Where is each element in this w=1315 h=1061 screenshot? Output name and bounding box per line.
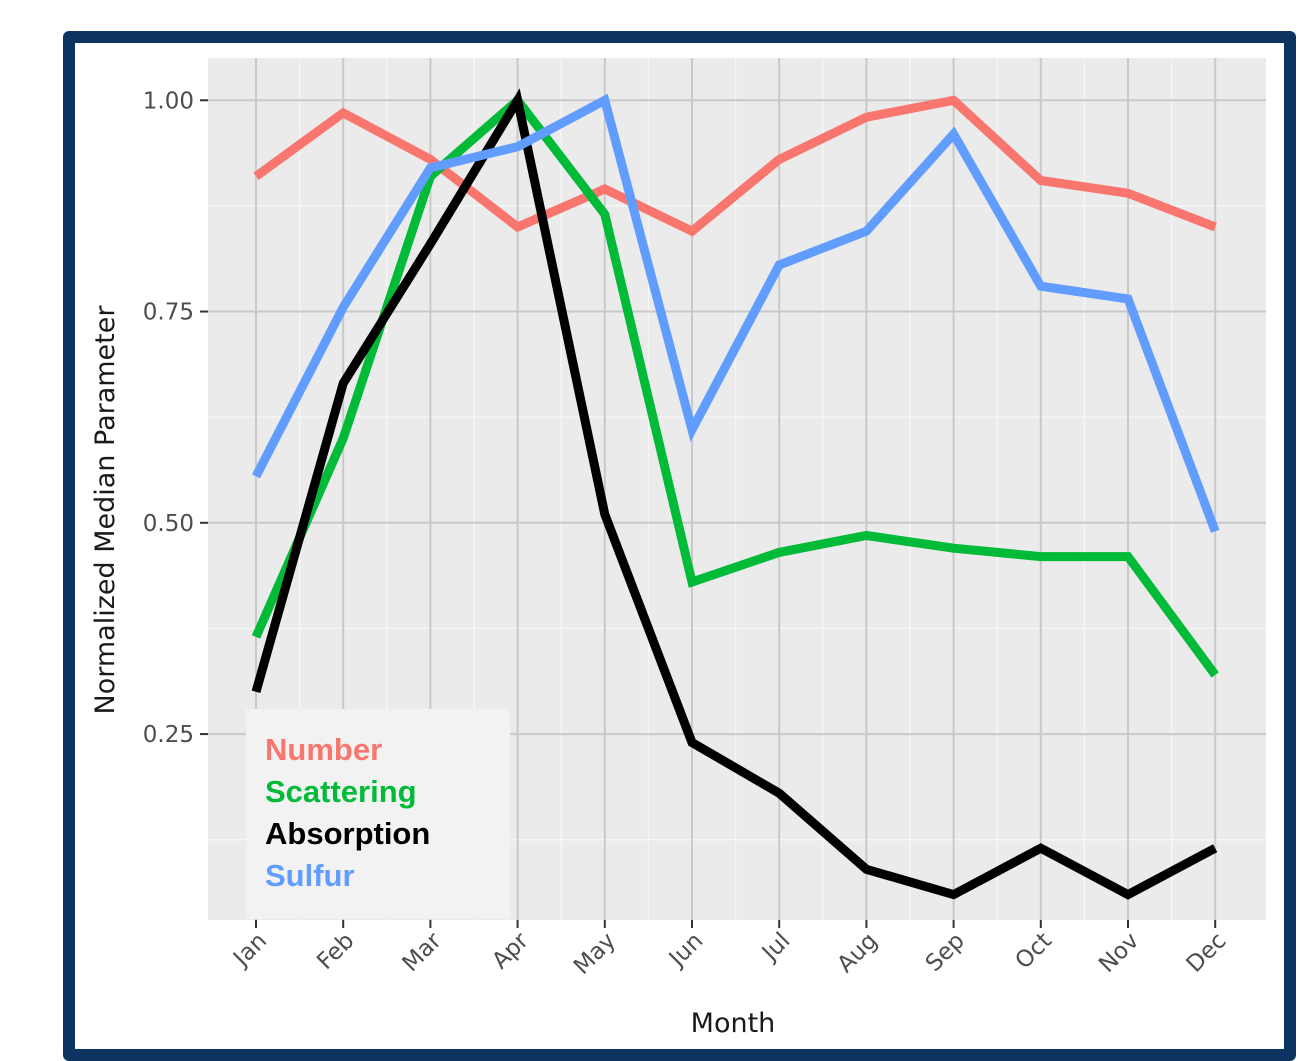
x-tick-label: Apr (487, 927, 534, 974)
legend: Number Scattering Absorption Sulfur (265, 732, 430, 893)
legend-item-absorption: Absorption (265, 816, 430, 851)
x-tick-label: Jun (663, 928, 708, 973)
x-tick-label: Dec (1182, 928, 1232, 978)
legend-item-sulfur: Sulfur (265, 858, 355, 893)
x-tick-label: Jul (756, 928, 795, 967)
y-axis: 0.25 0.50 0.75 1.00 (143, 88, 208, 748)
y-tick-label: 0.75 (143, 300, 194, 326)
series-line-number (253, 95, 1217, 237)
legend-item-scattering: Scattering (265, 774, 417, 809)
y-axis-title: Normalized Median Parameter (90, 305, 121, 715)
x-axis-title: Month (691, 1008, 776, 1039)
legend-item-number: Number (265, 732, 382, 767)
x-tick-label: Feb (312, 928, 359, 975)
y-tick-label: 0.50 (143, 511, 194, 537)
series-line-absorption (251, 88, 1218, 900)
x-tick-label: Nov (1094, 928, 1144, 978)
legend-box (246, 709, 510, 919)
series-line-sulfur (252, 93, 1220, 533)
x-tick-label: Jan (227, 928, 272, 973)
x-tick-label: Aug (832, 928, 882, 978)
x-tick-label: May (569, 928, 621, 980)
y-tick-label: 0.25 (143, 722, 194, 748)
y-tick-label: 1.00 (143, 88, 194, 114)
x-tick-label: Mar (398, 927, 447, 976)
x-tick-label: Sep (921, 928, 970, 977)
grid-lines (208, 58, 1266, 920)
series-line-scattering (251, 93, 1219, 678)
series-lines (251, 88, 1220, 900)
x-tick-label: Oct (1011, 928, 1058, 975)
x-axis: Jan Feb Mar Apr May Jun Jul Aug Sep Oct Nov Dec (227, 920, 1231, 980)
